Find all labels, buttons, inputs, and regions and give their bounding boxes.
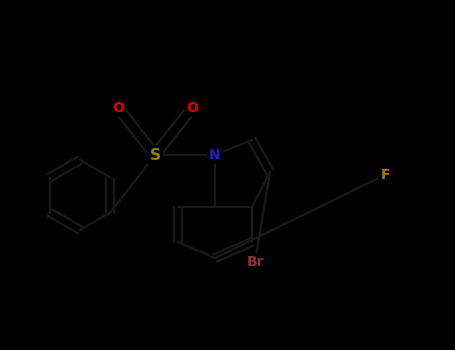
Text: O: O	[186, 101, 198, 115]
Text: S: S	[150, 147, 161, 162]
Text: O: O	[112, 101, 124, 115]
Text: N: N	[209, 148, 221, 162]
Text: F: F	[380, 168, 390, 182]
Text: Br: Br	[246, 255, 264, 269]
